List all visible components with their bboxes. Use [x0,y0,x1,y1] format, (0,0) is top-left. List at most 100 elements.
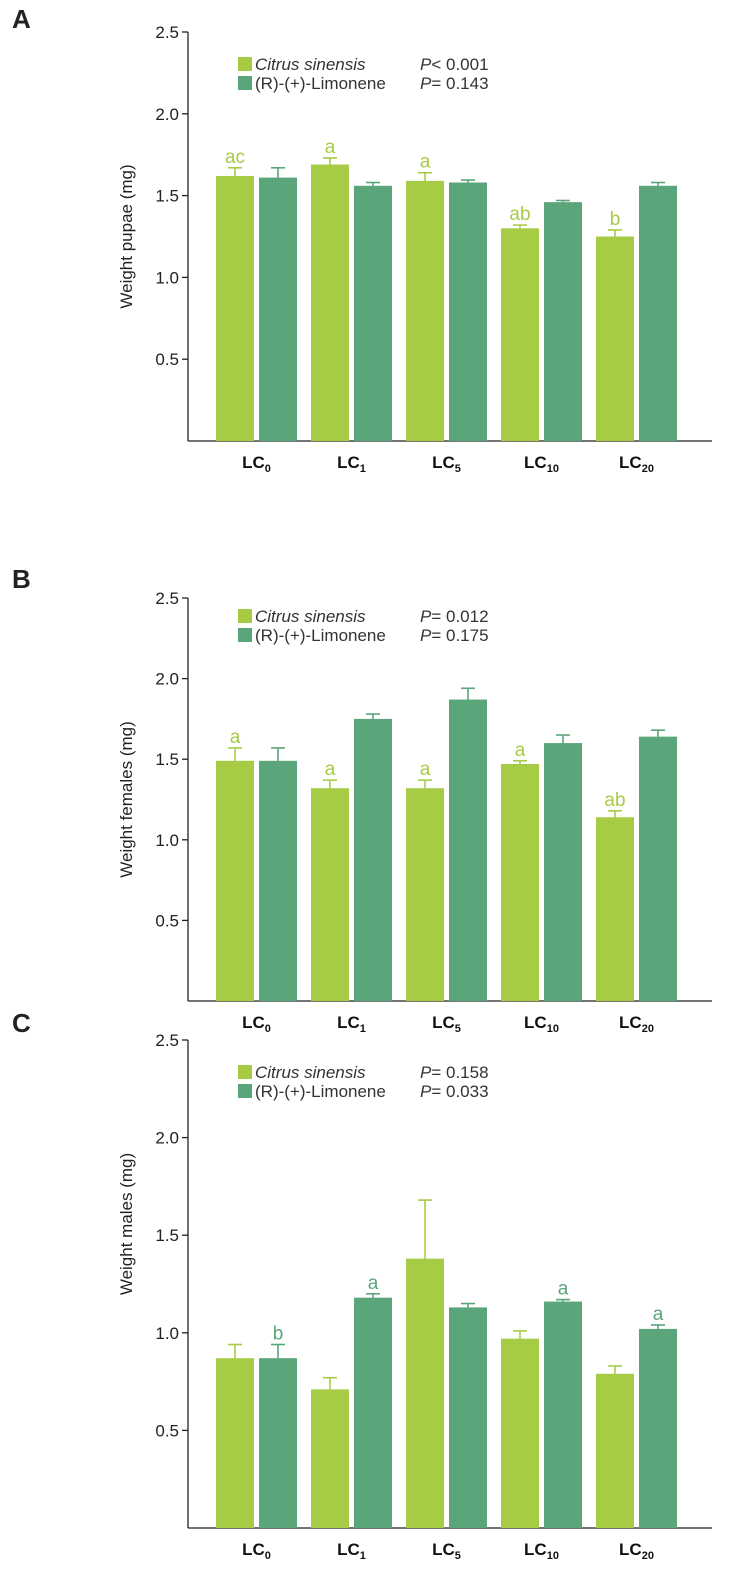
x-tick-label: LC0 [242,1540,271,1562]
panel-a: A 0.5 1.0 1.5 2.0 2.5 Weight pupae (mg) ac a a ab b… [12,4,712,475]
bar-citrus-0 [216,760,254,1001]
bar-limonene-0 [259,1358,297,1528]
y-axis-label: Weight males (mg) [117,1153,136,1295]
x-tick-label: LC10 [524,1540,559,1562]
legend-swatch [238,1065,252,1079]
legend-label: (R)-(+)-Limonene [255,626,386,645]
bar-citrus-0 [216,175,254,441]
significance-letter: ac [225,147,245,168]
bar-citrus-20 [596,817,634,1001]
bar-limonene-20 [639,736,677,1001]
y-tick-label: 1.5 [155,750,179,769]
legend-label: Citrus sinensis [255,55,366,74]
y-tick-label: 2.0 [155,105,179,124]
significance-letter: a [653,1304,664,1325]
legend-p-value: P< 0.001 [420,55,489,74]
legend-p-value: P= 0.033 [420,1082,489,1101]
bar-limonene-20 [639,185,677,441]
bar-limonene-1 [354,1297,392,1528]
significance-letter: a [420,152,431,173]
legend-swatch [238,628,252,642]
legend-p-value: P= 0.175 [420,626,489,645]
bar-limonene-10 [544,202,582,441]
panel-b: B 0.5 1.0 1.5 2.0 2.5 Weight females (mg) a a a a a… [12,564,712,1035]
bar-citrus-10 [501,764,539,1001]
x-tick-label: LC20 [619,453,654,475]
y-tick-label: 2.0 [155,670,179,689]
significance-letter: a [325,759,336,780]
bar-limonene-5 [449,1307,487,1528]
x-tick-label: LC20 [619,1013,654,1035]
bar-limonene-0 [259,177,297,441]
bar-limonene-5 [449,182,487,441]
significance-letter: a [420,759,431,780]
y-tick-label: 1.5 [155,1226,179,1245]
legend-p-value: P= 0.012 [420,607,489,626]
y-tick-label: 1.5 [155,187,179,206]
legend-swatch [238,609,252,623]
significance-letter: ab [509,204,530,225]
bar-citrus-5 [406,1258,444,1528]
panel-letter: C [12,1008,31,1038]
bar-limonene-10 [544,1301,582,1528]
significance-letter: a [558,1279,569,1300]
y-tick-label: 2.5 [155,589,179,608]
bar-limonene-20 [639,1328,677,1528]
x-tick-label: LC1 [337,453,366,475]
x-tick-label: LC20 [619,1540,654,1562]
y-axis-label: Weight females (mg) [117,721,136,878]
y-tick-label: 1.0 [155,831,179,850]
significance-letter: a [515,740,526,761]
y-tick-label: 2.5 [155,23,179,42]
legend-swatch [238,57,252,71]
legend-swatch [238,76,252,90]
legend-p-value: P= 0.143 [420,74,489,93]
x-tick-label: LC10 [524,453,559,475]
bar-limonene-1 [354,718,392,1001]
bar-limonene-5 [449,699,487,1001]
bar-citrus-20 [596,236,634,441]
y-tick-label: 0.5 [155,911,179,930]
bar-citrus-5 [406,788,444,1001]
bar-citrus-1 [311,164,349,442]
legend-swatch [238,1084,252,1098]
bar-citrus-5 [406,180,444,441]
x-tick-label: LC10 [524,1013,559,1035]
legend-p-value: P= 0.158 [420,1063,489,1082]
legend-label: (R)-(+)-Limonene [255,74,386,93]
x-tick-label: LC5 [432,453,461,475]
significance-letter: a [325,137,336,158]
x-tick-label: LC0 [242,1013,271,1035]
y-tick-label: 2.5 [155,1031,179,1050]
panel-letter: B [12,564,31,594]
significance-letter: b [273,1324,284,1345]
legend-label: Citrus sinensis [255,607,366,626]
bar-limonene-10 [544,743,582,1001]
y-tick-label: 1.0 [155,1324,179,1343]
bar-limonene-1 [354,185,392,441]
bar-citrus-20 [596,1373,634,1528]
legend-label: Citrus sinensis [255,1063,366,1082]
y-tick-label: 2.0 [155,1129,179,1148]
bar-citrus-1 [311,1389,349,1528]
x-tick-label: LC1 [337,1540,366,1562]
significance-letter: a [230,727,241,748]
panel-letter: A [12,4,31,34]
bar-citrus-0 [216,1358,254,1528]
bar-citrus-10 [501,228,539,441]
bar-limonene-0 [259,760,297,1001]
significance-letter: ab [604,790,625,811]
significance-letter: a [368,1273,379,1294]
y-tick-label: 1.0 [155,268,179,287]
x-tick-label: LC0 [242,453,271,475]
y-axis-label: Weight pupae (mg) [117,164,136,308]
bar-citrus-1 [311,788,349,1001]
x-tick-label: LC5 [432,1013,461,1035]
x-tick-label: LC5 [432,1540,461,1562]
y-tick-label: 0.5 [155,350,179,369]
x-tick-label: LC1 [337,1013,366,1035]
significance-letter: b [610,209,621,230]
panel-c: C 0.5 1.0 1.5 2.0 2.5 Weight males (mg) b a a a LC0… [12,1008,712,1562]
legend-label: (R)-(+)-Limonene [255,1082,386,1101]
